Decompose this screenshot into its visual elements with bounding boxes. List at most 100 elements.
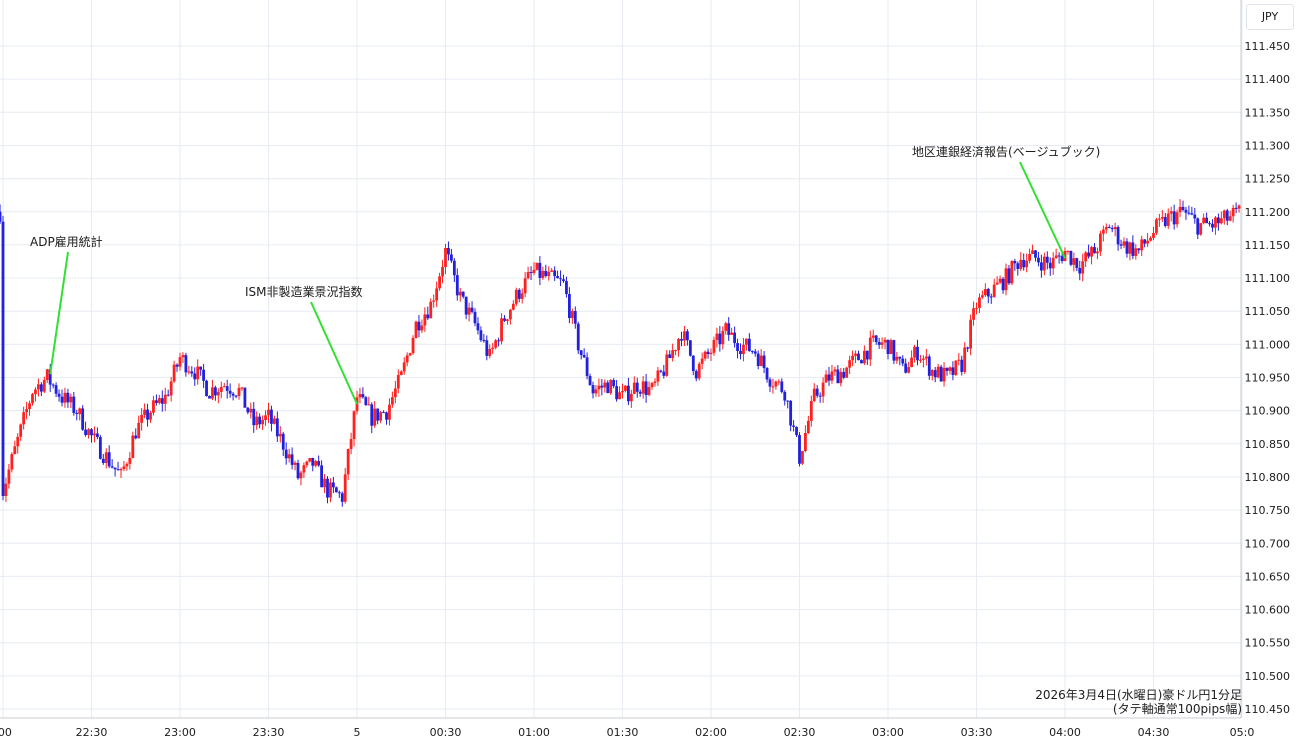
candle-body [603,382,607,388]
candle-body [90,429,93,436]
candle-body [119,468,123,471]
candle-body [361,394,365,398]
candle-body [281,433,285,450]
candle-body [945,367,949,371]
candle-body [225,386,229,391]
candle-body [777,381,781,383]
candle-body [1101,229,1105,234]
candle-body [323,478,326,488]
price-axis: 111.450 111.400 111.350 111.300 111.250 111.2… [1245,40,1291,716]
y-tick-label: 110.450 [1245,703,1291,716]
candle-body [600,385,604,388]
candle-body [1069,250,1073,265]
candle-body [458,291,462,296]
candle-body [305,461,309,466]
candle-body [986,289,990,297]
candle-body [275,418,279,437]
candle-body [1160,217,1164,219]
candle-body [1048,262,1052,269]
candle-body [821,382,825,397]
candle-body [621,390,624,393]
candle-body [202,369,205,381]
candle-body [1104,227,1108,230]
candle-body [22,412,26,425]
candle-body [470,307,474,312]
candle-body [243,387,247,408]
candle-body [228,390,232,394]
annotation-leader-line [49,251,69,375]
candle-body [992,284,996,297]
candle-body [408,353,412,356]
candle-body [727,323,731,335]
candle-body [809,401,813,421]
candle-body [653,381,657,384]
candle-body [467,307,471,315]
candle-body [264,415,267,421]
candle-body [87,429,90,435]
x-tick-label: 22:30 [76,726,108,739]
candle-body [824,374,828,383]
candle-body [804,432,807,452]
candle-body [550,270,554,272]
candle-body [848,360,852,368]
candle-body [175,364,179,367]
candle-body [951,367,955,375]
candle-body [756,353,760,366]
candle-body [1028,253,1031,261]
candle-body [219,386,223,392]
candle-body [597,385,601,390]
candle-body [857,353,860,361]
candle-body [889,340,893,355]
candle-body [845,367,849,378]
candle-body [568,294,571,319]
candle-body [538,262,542,278]
candle-body [565,281,568,295]
candle-body [1214,217,1217,228]
candle-body [163,394,167,404]
candle-body [1090,247,1093,257]
candle-body [647,387,651,395]
annotation-leader-line [1019,161,1066,259]
candle-body [523,278,527,294]
candle-body [556,276,559,279]
candle-body [293,462,297,465]
candle-body [1081,261,1085,274]
candle-body [818,395,822,397]
candle-body [1208,223,1211,225]
candle-body [668,354,672,359]
candle-body [544,270,548,277]
candle-body [261,420,264,425]
candle-body [827,374,831,381]
candle-body [1169,211,1173,214]
candle-body [1202,217,1206,224]
annotation-label: ISM非製造業景況指数 [245,284,363,299]
candle-body [860,360,863,364]
candle-body [919,359,922,361]
candle-body [290,454,294,465]
candle-body [169,381,173,396]
candle-body [659,370,663,372]
candle-body [473,311,477,324]
currency-button[interactable]: JPY [1246,4,1294,30]
candle-body [1010,261,1014,284]
candle-body [618,392,621,400]
x-tick-label: 05:0 [1230,726,1255,739]
candle-body [113,467,117,470]
candle-body [1125,241,1129,254]
candle-body [146,409,149,420]
candle-body [42,379,46,392]
candle-body [686,331,689,341]
y-tick-label: 110.550 [1245,637,1291,650]
candle-body [989,296,993,298]
candle-body [635,382,639,392]
candle-body [444,247,447,268]
candle-body [329,482,332,498]
candle-body [1172,211,1176,225]
candle-body [314,461,318,466]
y-tick-label: 111.150 [1245,239,1291,252]
candle-body [576,323,580,351]
candle-body [1066,250,1070,252]
candle-body [320,465,323,488]
candle-body [730,332,734,335]
